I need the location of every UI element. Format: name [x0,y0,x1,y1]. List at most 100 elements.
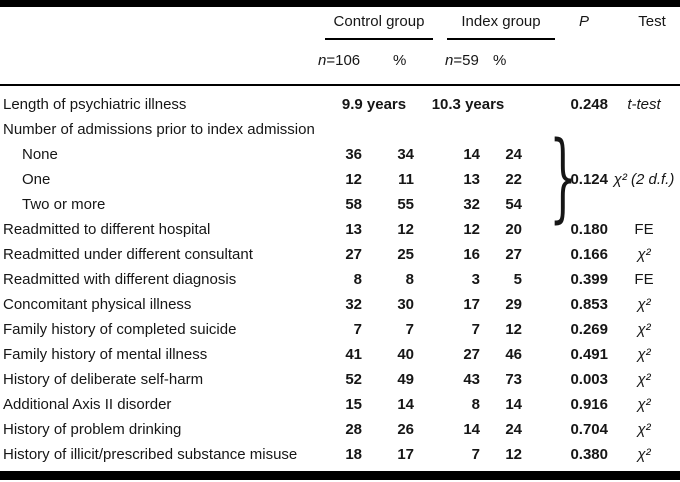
test-statistic: χ² [637,346,651,363]
p-value: 0.180 [570,221,608,238]
test-statistic: χ² [637,446,651,463]
table-row: History of problem drinking 28 26 14 24 0.704… [0,417,680,442]
table-row: One 12 11 13 22 0.124 χ² (2 d.f.) [0,167,680,192]
control-n-value: 41 [345,346,362,363]
control-n-value: 15 [345,396,362,413]
control-n-value: 12 [345,171,362,188]
control-percent-value: 55 [397,196,414,213]
index-n-value: 16 [463,246,480,263]
test-statistic: χ² [637,371,651,388]
index-n-value: 7 [471,446,480,463]
test-statistic: χ² [637,246,651,263]
index-percent-value: 73 [505,371,522,388]
p-value: 0.380 [570,446,608,463]
test-statistic: χ² [637,421,651,438]
control-percent-value: 12 [397,221,414,238]
control-n-value: 18 [345,446,362,463]
table-body: Length of psychiatric illness 9.9 years 10… [0,92,680,467]
control-n-value: 32 [345,296,362,313]
table-row: Additional Axis II disorder 15 14 8 14 0.916 χ… [0,392,680,417]
index-percent-value: 24 [505,421,522,438]
test-statistic: FE [634,221,654,238]
control-n-value: 58 [345,196,362,213]
control-percent-value: 26 [397,421,414,438]
index-percent-value: 20 [505,221,522,238]
control-percent-value: 25 [397,246,414,263]
control-percent-value: 49 [397,371,414,388]
index-n-subheader: n=59 [445,52,479,69]
grouping-brace: } [549,121,577,233]
row-label: Concomitant physical illness [3,296,192,313]
control-percent-value: 30 [397,296,414,313]
index-percent-value: 12 [505,321,522,338]
index-n-value: 14 [463,421,480,438]
control-percent-value: 34 [397,146,414,163]
index-percent-value: 27 [505,246,522,263]
test-statistic: χ² (2 d.f.) [613,171,675,188]
control-group-rule [325,38,433,40]
table-row: Number of admissions prior to index admi… [0,117,680,142]
control-percent-value: 11 [398,171,414,188]
p-value: 0.853 [570,296,608,313]
p-value: 0.248 [570,96,608,113]
test-statistic: t-test [627,96,661,113]
control-percent-value: 7 [405,321,414,338]
index-group-value: 10.3 years [431,96,505,113]
control-percent-value: 8 [405,271,414,288]
control-n-subheader: n=106 [318,52,360,69]
test-column-header: Test [638,13,666,30]
control-n-count: =106 [326,52,361,69]
p-value: 0.003 [570,371,608,388]
p-value: 0.124 [570,171,608,188]
row-label: History of illicit/prescribed substance … [3,446,298,463]
index-n-value: 17 [463,296,480,313]
table-row: Two or more 58 55 32 54 [0,192,680,217]
index-group-header: Index group [461,13,541,30]
control-n-value: 52 [345,371,362,388]
table-row: Concomitant physical illness 32 30 17 29 0.85… [0,292,680,317]
index-percent-subheader: % [493,52,507,69]
table-row: Family history of completed suicide 7 7 7 12… [0,317,680,342]
row-label: Readmitted under different consultant [3,246,253,263]
index-n-count: =59 [453,52,479,69]
table-row: Readmitted under different consultant 27 2… [0,242,680,267]
p-value: 0.269 [570,321,608,338]
row-label: Number of admissions prior to index admi… [3,121,315,138]
control-n-value: 13 [345,221,362,238]
index-n-value: 14 [463,146,480,163]
control-n-value: 28 [345,421,362,438]
header-divider-rule [0,84,680,86]
row-label: Length of psychiatric illness [3,96,187,113]
index-n-value: 13 [463,171,480,188]
table-row: Readmitted to different hospital 13 12 12 20… [0,217,680,242]
control-percent-value: 14 [397,396,414,413]
row-label: Family history of mental illness [3,346,208,363]
index-percent-value: 24 [505,146,522,163]
control-group-header: Control group [333,13,425,30]
p-value: 0.166 [570,246,608,263]
index-n-value: 3 [471,271,480,288]
index-n-value: 7 [471,321,480,338]
table-row: None 36 34 14 24 [0,142,680,167]
control-percent-value: 17 [397,446,414,463]
index-percent-value: 12 [505,446,522,463]
index-n-value: 12 [463,221,480,238]
control-group-value: 9.9 years [341,96,407,113]
index-n-value: 43 [463,371,480,388]
row-label: Family history of completed suicide [3,321,237,338]
p-column-header: P [578,13,589,30]
p-value: 0.491 [570,346,608,363]
bottom-rule-bar [0,471,680,480]
index-n-value: 27 [463,346,480,363]
control-n-symbol: n [318,52,327,69]
index-percent-value: 22 [505,171,522,188]
row-label: Two or more [22,196,106,213]
row-label: None [22,146,58,163]
row-label: One [22,171,51,188]
test-statistic: χ² [637,396,651,413]
control-n-value: 8 [353,271,362,288]
control-n-value: 36 [345,146,362,163]
table-row: History of illicit/prescribed substance … [0,442,680,467]
row-label: Readmitted with different diagnosis [3,271,237,288]
